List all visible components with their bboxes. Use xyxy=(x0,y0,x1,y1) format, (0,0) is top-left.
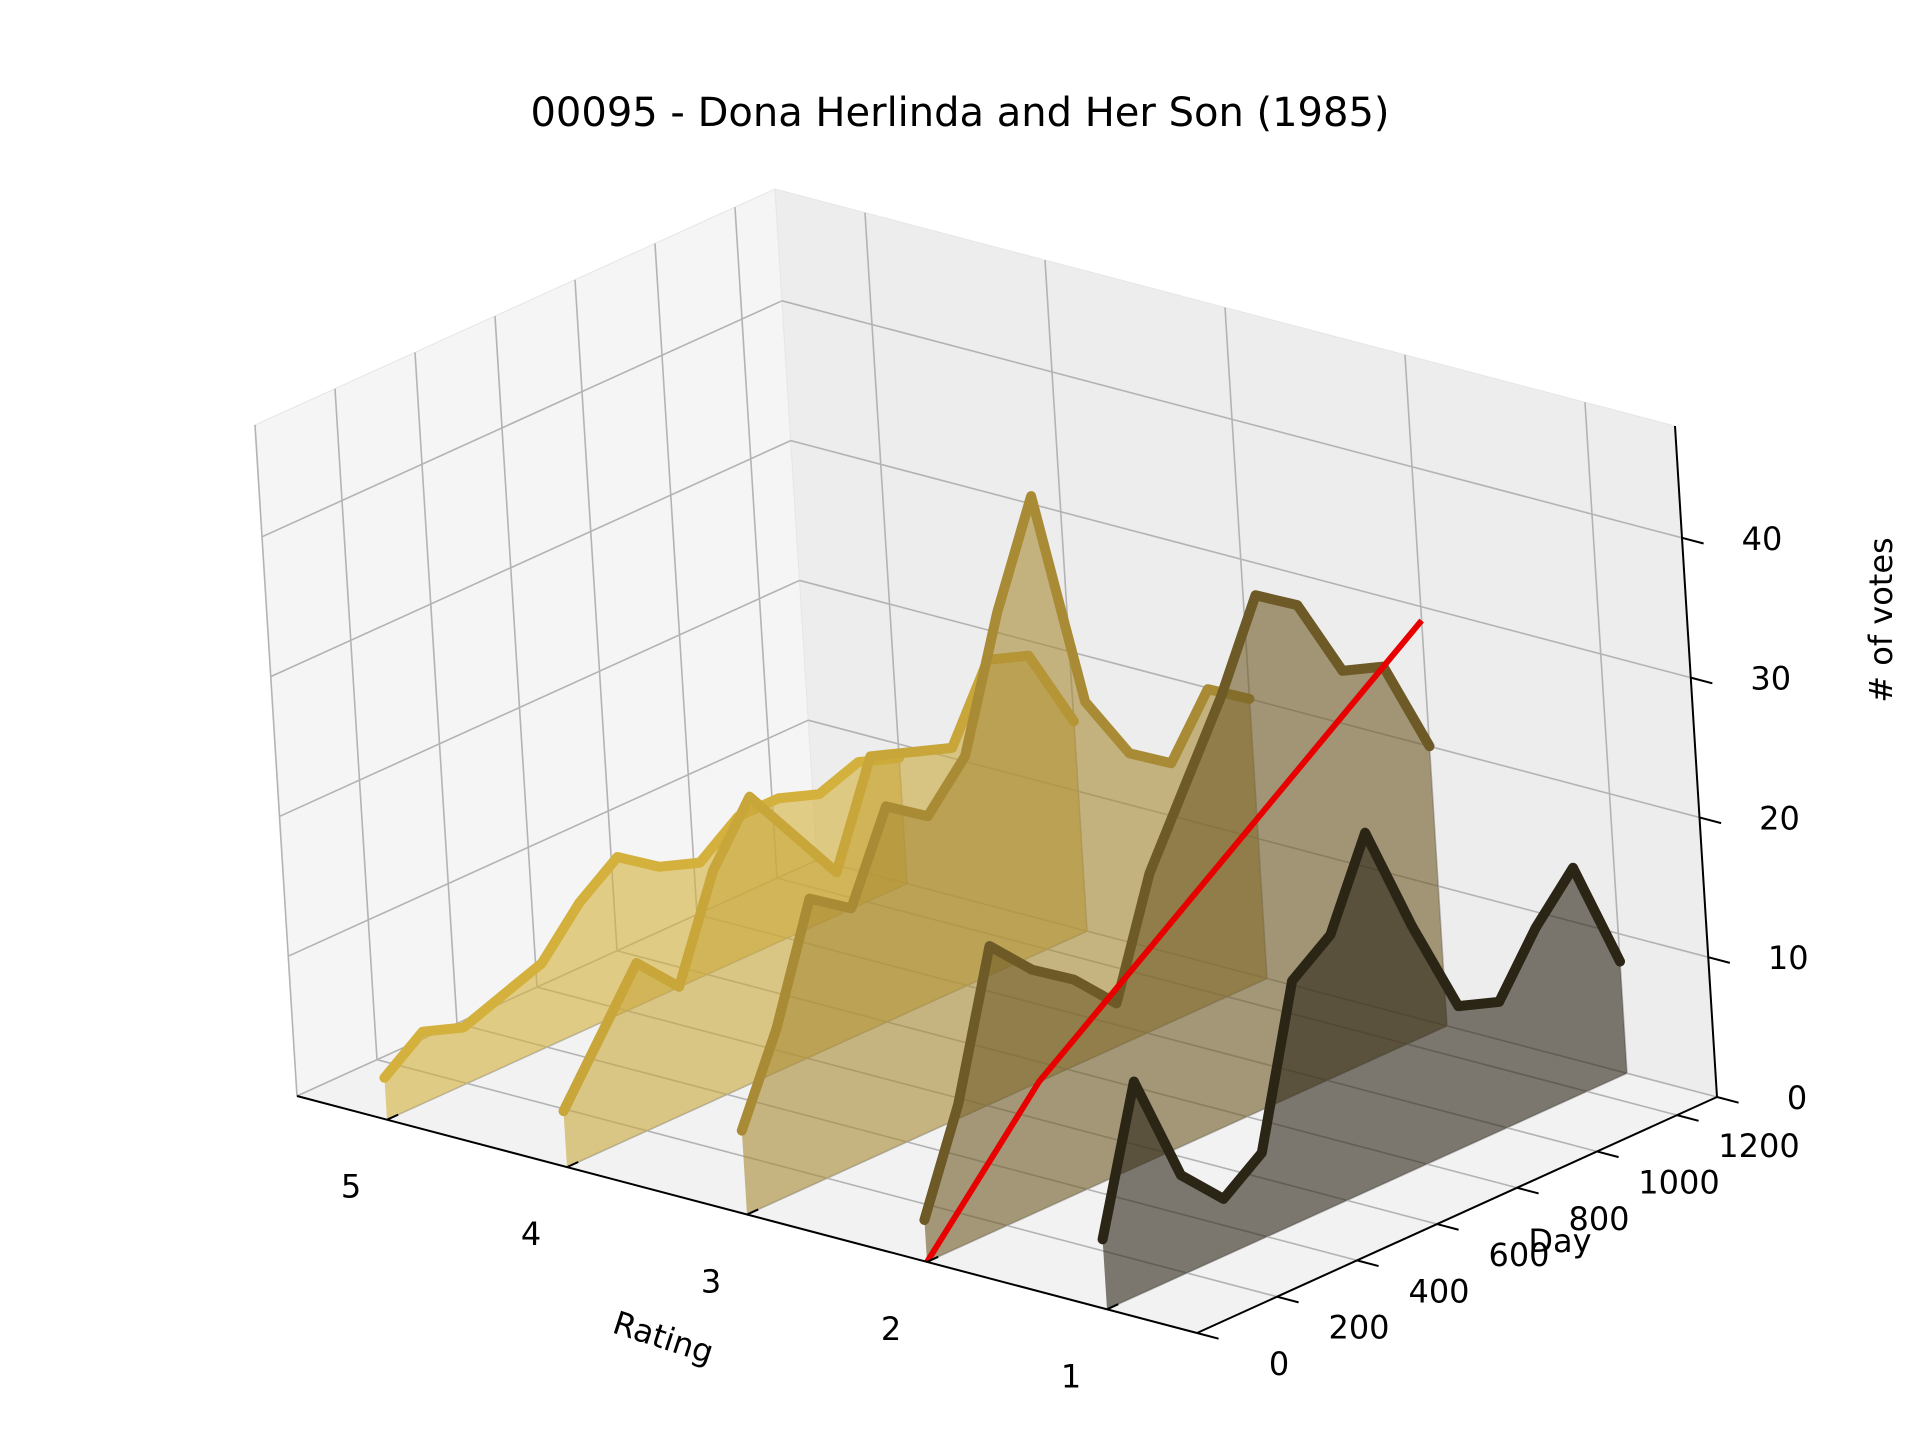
x-tick-label: 5 xyxy=(341,1168,361,1206)
series-layer xyxy=(379,491,1627,1310)
series-line-rating-1 xyxy=(1097,827,1625,1245)
y-tick xyxy=(1436,1223,1459,1231)
z-tick-label: 0 xyxy=(1787,1079,1807,1117)
series-line-rating-3 xyxy=(736,491,1255,1136)
x-tick-label: 1 xyxy=(1061,1357,1081,1395)
y-tick-label: 1000 xyxy=(1638,1163,1719,1201)
y-tick xyxy=(1356,1259,1379,1268)
x-tick-label: 4 xyxy=(521,1215,541,1253)
y-tick xyxy=(1196,1332,1219,1340)
z-tick-label: 40 xyxy=(1742,520,1783,558)
y-tick xyxy=(1276,1295,1299,1304)
z-tick xyxy=(1690,676,1713,685)
grid-line xyxy=(287,719,809,957)
y-axis-line xyxy=(1196,1096,1718,1334)
y-tick-label: 0 xyxy=(1269,1345,1289,1383)
y-axis-label: Day xyxy=(1528,1222,1591,1260)
y-tick xyxy=(1516,1186,1539,1195)
series-line-rating-2 xyxy=(919,590,1435,1225)
x-axis-label: Rating xyxy=(608,1304,718,1372)
y-tick xyxy=(1676,1114,1699,1122)
z-axis-label: # of votes xyxy=(1862,537,1900,702)
x-tick xyxy=(386,1113,399,1121)
x-tick xyxy=(746,1208,759,1216)
grid-line xyxy=(790,439,1691,679)
z-tick-label: 10 xyxy=(1768,939,1809,977)
z-tick-label: 20 xyxy=(1759,799,1800,837)
grid-line xyxy=(781,300,1683,539)
x-tick-label: 3 xyxy=(701,1263,721,1301)
grid-line xyxy=(261,300,783,538)
y-tick-label: 200 xyxy=(1328,1309,1389,1347)
cumulative-line xyxy=(924,618,1424,1264)
chart-title: 00095 - Dona Herlinda and Her Son (1985) xyxy=(530,90,1389,136)
y-tick xyxy=(1596,1150,1619,1159)
z-tick-label: 30 xyxy=(1750,660,1791,698)
series-area-rating-2 xyxy=(924,595,1447,1262)
x-tick-label: 2 xyxy=(881,1310,901,1348)
y-tick-label: 400 xyxy=(1408,1272,1469,1310)
grid-line xyxy=(270,439,792,678)
z-tick xyxy=(1707,956,1731,964)
x-tick xyxy=(566,1161,579,1169)
y-tick-label: 600 xyxy=(1488,1236,1549,1274)
z-tick xyxy=(1716,1096,1739,1104)
y-tick-label: 800 xyxy=(1568,1200,1629,1238)
z-tick xyxy=(1681,536,1704,545)
x-tick xyxy=(926,1255,939,1263)
z-tick xyxy=(1699,816,1722,825)
y-tick-label: 1200 xyxy=(1718,1127,1799,1165)
x-tick xyxy=(1106,1303,1119,1311)
series-line-rating-5 xyxy=(379,752,905,1083)
grid-line xyxy=(279,579,800,818)
